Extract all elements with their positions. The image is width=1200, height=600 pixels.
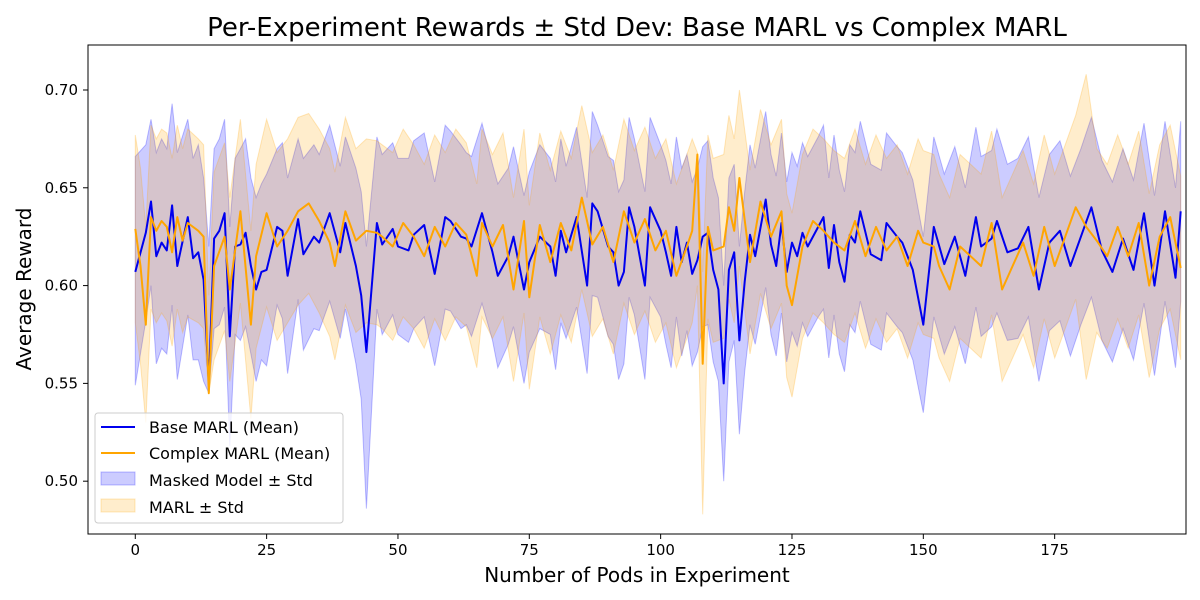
std-bands — [134, 74, 1182, 515]
legend-swatch-marl-band — [100, 498, 136, 513]
y-tick-label: 0.55 — [45, 374, 78, 392]
y-axis: 0.50 0.55 0.60 0.65 0.70 — [45, 81, 88, 490]
y-tick-label: 0.60 — [45, 277, 78, 295]
legend-label-base: Base MARL (Mean) — [149, 418, 299, 437]
legend-label-masked: Masked Model ± Std — [149, 471, 313, 490]
legend-box — [94, 412, 344, 524]
mean-lines — [134, 153, 1182, 395]
y-axis-label: Average Reward — [12, 208, 36, 371]
x-tick-label: 175 — [1040, 541, 1069, 559]
mean-line-0 — [134, 198, 1182, 385]
legend: Base MARL (Mean) Complex MARL (Mean) Mas… — [94, 412, 344, 524]
y-tick-label: 0.65 — [45, 179, 78, 197]
legend-swatch-masked-band — [100, 471, 136, 486]
chart-title: Per-Experiment Rewards ± Std Dev: Base M… — [207, 13, 1067, 43]
legend-label-complex: Complex MARL (Mean) — [149, 444, 330, 463]
x-axis-label: Number of Pods in Experiment — [484, 563, 790, 587]
x-tick-label: 125 — [778, 541, 807, 559]
x-tick-label: 25 — [257, 541, 276, 559]
x-tick-label: 50 — [388, 541, 407, 559]
legend-label-marl: MARL ± Std — [149, 498, 244, 517]
y-tick-label: 0.70 — [45, 81, 78, 99]
x-tick-label: 100 — [646, 541, 675, 559]
x-tick-label: 0 — [131, 541, 141, 559]
x-tick-label: 75 — [520, 541, 539, 559]
mean-line-1 — [134, 153, 1182, 395]
x-tick-label: 150 — [909, 541, 938, 559]
std-band-1 — [134, 74, 1182, 515]
plot-frame — [87, 44, 1187, 535]
y-tick-label: 0.50 — [45, 472, 78, 490]
x-axis: 0 25 50 75 100 125 150 175 — [131, 534, 1069, 559]
std-band-0 — [134, 103, 1182, 509]
